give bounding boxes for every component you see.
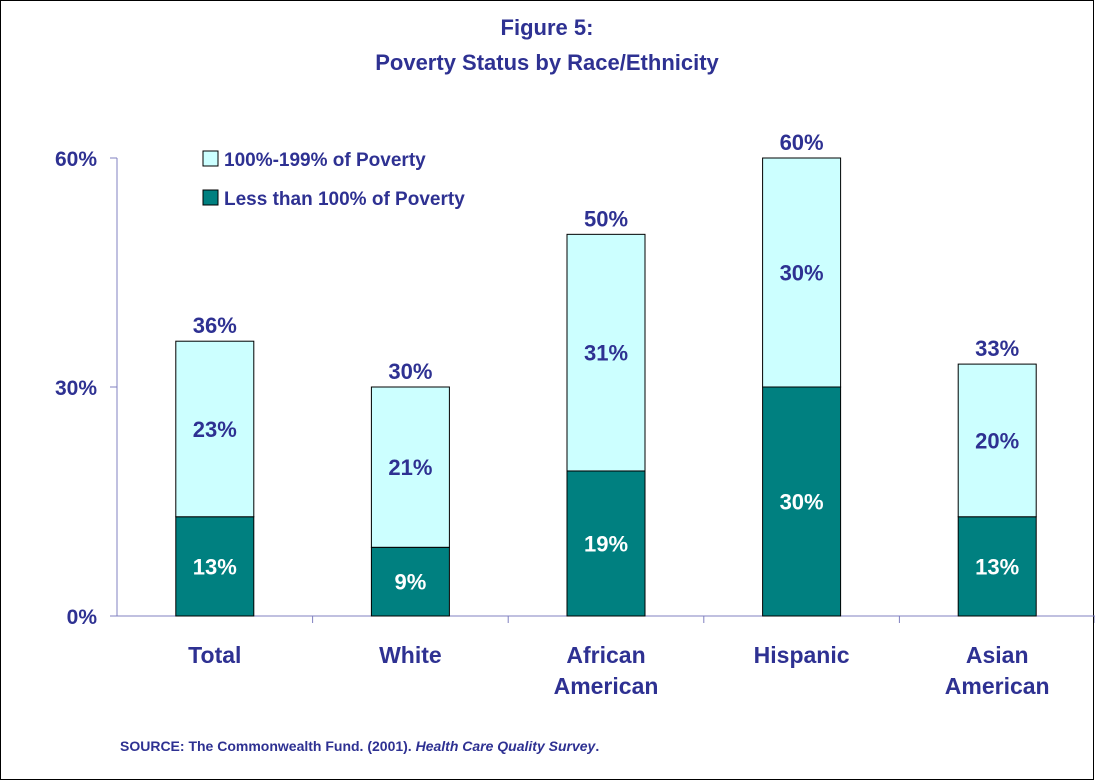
bar-total-label: 60%	[780, 130, 824, 155]
x-category-label-line: American	[554, 673, 659, 699]
x-category-label: White	[379, 642, 442, 668]
bar-segment	[175, 516, 255, 617]
x-category-label-line: African	[566, 642, 645, 668]
bar-segment	[566, 233, 646, 472]
x-category-label-line: Asian	[966, 642, 1029, 668]
bar-segment	[957, 516, 1037, 617]
bar-segment	[762, 386, 842, 617]
bar-segment-label: 9%	[395, 570, 427, 595]
bar-segment-label: 23%	[193, 417, 237, 442]
x-category-label-line: Total	[188, 642, 241, 668]
y-tick-label: 30%	[55, 377, 97, 400]
x-category-label-line: Hispanic	[754, 642, 850, 668]
bar-total-label: 50%	[584, 206, 628, 231]
chart-subtitle: Poverty Status by Race/Ethnicity	[375, 50, 719, 75]
bar-segment-label: 13%	[193, 554, 237, 579]
x-category-label: Hispanic	[754, 642, 850, 668]
x-category-label: African American	[554, 642, 659, 699]
source-suffix: .	[595, 738, 600, 754]
source-prefix: SOURCE: The Commonwealth Fund. (2001).	[120, 738, 416, 754]
chart-title: Figure 5:	[501, 15, 594, 40]
bar-segment-label: 13%	[975, 554, 1019, 579]
bar-segment	[175, 340, 255, 518]
bar-total-label: 30%	[388, 359, 432, 384]
bar-segment	[566, 470, 646, 617]
x-category-label: Asian American	[945, 642, 1050, 699]
source-note: SOURCE: The Commonwealth Fund. (2001). H…	[120, 738, 599, 754]
legend-label: 100%-199% of Poverty	[224, 150, 426, 171]
bar-segment	[762, 157, 842, 388]
bar-segment-label: 19%	[584, 531, 628, 556]
bar-segment	[370, 386, 450, 548]
bar-segment-label: 21%	[388, 455, 432, 480]
legend-swatch	[202, 189, 219, 206]
bar-total-label: 36%	[193, 313, 237, 338]
bar-segment-label: 30%	[780, 490, 824, 515]
legend-swatch	[202, 150, 219, 167]
bar-segment-label: 31%	[584, 341, 628, 366]
y-tick-label: 0%	[67, 606, 98, 629]
x-category-label-line: White	[379, 642, 442, 668]
y-tick-label: 60%	[55, 148, 97, 171]
bar-total-label: 33%	[975, 336, 1019, 361]
legend-label: Less than 100% of Poverty	[224, 189, 465, 210]
bar-segment	[957, 363, 1037, 518]
bar-segment-label: 30%	[780, 261, 824, 286]
x-category-label: Total	[188, 642, 241, 668]
x-category-label-line: American	[945, 673, 1050, 699]
bar-segment-label: 20%	[975, 428, 1019, 453]
source-title: Health Care Quality Survey	[415, 738, 596, 754]
